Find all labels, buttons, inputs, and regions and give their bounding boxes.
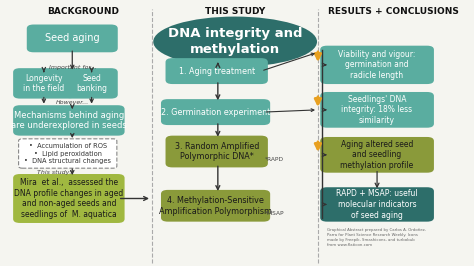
FancyBboxPatch shape [161, 99, 270, 125]
FancyBboxPatch shape [16, 1, 470, 265]
FancyBboxPatch shape [65, 68, 118, 99]
Text: This study:: This study: [37, 170, 71, 175]
Text: *MSAP: *MSAP [264, 211, 284, 216]
Text: Viability and vigour:
germination and
radicle length: Viability and vigour: germination and ra… [338, 50, 416, 80]
Text: However...: However... [55, 100, 89, 105]
Text: •  Accumulation of ROS
•  Lipid peroxidation
•  DNA structural changes: • Accumulation of ROS • Lipid peroxidati… [24, 143, 111, 164]
FancyBboxPatch shape [320, 137, 434, 173]
Text: Important for...: Important for... [48, 65, 96, 70]
FancyBboxPatch shape [165, 136, 268, 167]
Text: *RAPD: *RAPD [264, 157, 284, 162]
FancyBboxPatch shape [165, 58, 268, 84]
Text: THIS STUDY: THIS STUDY [205, 7, 265, 16]
Text: Seedlings' DNA
integrity: 18% less
similarity: Seedlings' DNA integrity: 18% less simil… [341, 95, 413, 125]
Text: Graphical Abstract prepared by Carlos A. Ordoñez-
Parra for Plant Science Resear: Graphical Abstract prepared by Carlos A.… [327, 228, 426, 247]
FancyBboxPatch shape [161, 190, 270, 222]
FancyBboxPatch shape [27, 24, 118, 52]
Text: 2. Germination experiment: 2. Germination experiment [161, 107, 270, 117]
Text: Aging altered seed
and seedling
methylation profile: Aging altered seed and seedling methylat… [340, 140, 414, 170]
FancyBboxPatch shape [13, 105, 125, 136]
Text: Mechanisms behind aging
are underexplored in seeds: Mechanisms behind aging are underexplore… [11, 111, 127, 130]
FancyBboxPatch shape [320, 92, 434, 128]
Text: Mira  et al.,  assessed the
DNA profile changes in aged
and non-aged seeds and
s: Mira et al., assessed the DNA profile ch… [14, 178, 124, 219]
Text: RAPD + MSAP: useful
molecular indicators
of seed aging: RAPD + MSAP: useful molecular indicators… [336, 189, 418, 220]
FancyBboxPatch shape [320, 46, 434, 84]
FancyBboxPatch shape [13, 68, 74, 99]
Text: RESULTS + CONCLUSIONS: RESULTS + CONCLUSIONS [328, 7, 458, 16]
Text: Seed
banking: Seed banking [76, 73, 107, 93]
Text: BACKGROUND: BACKGROUND [47, 7, 118, 16]
Text: DNA integrity and
methylation: DNA integrity and methylation [168, 27, 302, 56]
Text: Seed aging: Seed aging [45, 34, 100, 43]
Text: 3. Random Amplified
Polymorphic DNA*: 3. Random Amplified Polymorphic DNA* [174, 142, 259, 161]
Text: 4. Methylation-Sensitive
Amplification Polymorphism: 4. Methylation-Sensitive Amplification P… [159, 196, 272, 216]
FancyBboxPatch shape [13, 174, 125, 223]
FancyBboxPatch shape [18, 139, 117, 168]
FancyBboxPatch shape [320, 187, 434, 222]
Ellipse shape [153, 16, 317, 67]
Text: 1. Aging treatment: 1. Aging treatment [179, 66, 255, 76]
Text: Longevity
in the field: Longevity in the field [23, 73, 64, 93]
